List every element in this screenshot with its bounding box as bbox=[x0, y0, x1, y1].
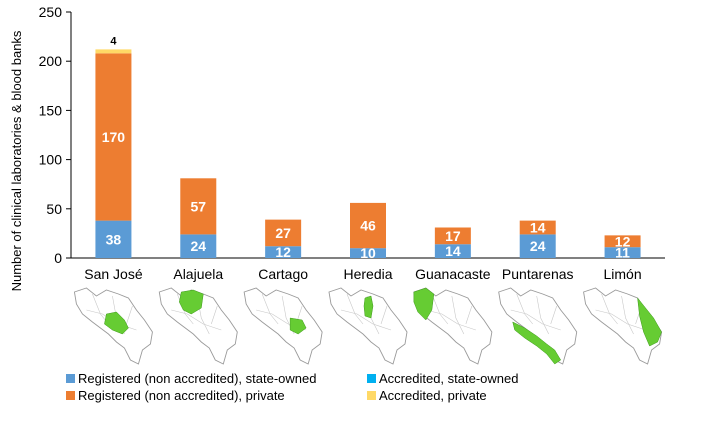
map-outline bbox=[243, 287, 323, 365]
data-label-limon-registered-non-accredited-private: 12 bbox=[615, 233, 631, 249]
data-label-guanacaste-registered-non-accredited-state-owned: 14 bbox=[445, 243, 461, 259]
legend-label-registered-non-accredited-private: Registered (non accredited), private bbox=[78, 388, 285, 403]
y-tick-label: 200 bbox=[39, 53, 63, 69]
province-map-guanacaste bbox=[413, 287, 493, 365]
map-highlight-heredia bbox=[363, 295, 374, 319]
x-tick-label-heredia: Heredia bbox=[343, 266, 392, 282]
legend-swatch-accredited-state-owned bbox=[367, 374, 376, 383]
data-label-puntarenas-registered-non-accredited-private: 14 bbox=[530, 219, 546, 235]
map-highlight-alajuela bbox=[179, 289, 204, 315]
bar-san-jose-registered-non-accredited-private bbox=[95, 53, 132, 221]
legend: Registered (non accredited), state-owned… bbox=[66, 371, 518, 403]
map-borders bbox=[510, 293, 561, 335]
y-tick-label: 250 bbox=[39, 4, 63, 20]
bar-san-jose-registered-non-accredited-state-owned bbox=[95, 220, 132, 258]
data-label-san-jose-registered-non-accredited-private: 170 bbox=[102, 129, 126, 145]
data-label-san-jose-accredited-private: 4 bbox=[110, 35, 117, 47]
x-tick-label-san-jose: San José bbox=[84, 266, 143, 282]
bar-guanacaste-registered-non-accredited-state-owned bbox=[434, 244, 471, 258]
legend-label-accredited-state-owned: Accredited, state-owned bbox=[379, 371, 518, 386]
legend-swatch-registered-non-accredited-private bbox=[66, 391, 75, 400]
map-highlight-puntarenas bbox=[512, 321, 562, 365]
bar-alajuela-registered-non-accredited-private bbox=[180, 178, 217, 235]
data-label-limon-registered-non-accredited-state-owned: 11 bbox=[615, 245, 630, 261]
map-borders bbox=[171, 293, 222, 335]
data-label-cartago-registered-non-accredited-private: 27 bbox=[275, 225, 291, 241]
bars bbox=[95, 49, 641, 258]
data-label-guanacaste-registered-non-accredited-private: 17 bbox=[445, 228, 461, 244]
province-map-limon bbox=[583, 287, 663, 365]
bar-heredia-registered-non-accredited-private bbox=[350, 202, 386, 249]
map-highlight-guanacaste bbox=[413, 287, 435, 321]
y-axis-title: Number of clinical laboratories & blood … bbox=[9, 30, 24, 291]
map-highlight-cartago bbox=[289, 317, 307, 335]
y-tick-label: 150 bbox=[39, 102, 63, 118]
bar-guanacaste-registered-non-accredited-private bbox=[434, 227, 471, 245]
map-borders bbox=[256, 293, 307, 335]
province-maps bbox=[73, 287, 663, 365]
axes: 0 50 100 150 200 250 Number of clinical labora… bbox=[9, 4, 665, 291]
data-label-alajuela-registered-non-accredited-state-owned: 24 bbox=[190, 238, 206, 254]
bar-limon-registered-non-accredited-state-owned bbox=[604, 247, 641, 258]
data-label-puntarenas-registered-non-accredited-state-owned: 24 bbox=[530, 238, 546, 254]
bar-san-jose-accredited-private bbox=[95, 49, 132, 54]
legend-swatch-accredited-private bbox=[367, 391, 376, 400]
x-tick-label-puntarenas: Puntarenas bbox=[502, 266, 574, 282]
map-outline bbox=[328, 287, 408, 365]
bar-cartago-registered-non-accredited-state-owned bbox=[265, 246, 302, 258]
data-label-alajuela-registered-non-accredited-private: 57 bbox=[190, 198, 206, 214]
y-tick-label: 0 bbox=[54, 250, 62, 266]
province-map-puntarenas bbox=[498, 287, 578, 365]
y-tick-label: 100 bbox=[39, 152, 63, 168]
data-label-heredia-registered-non-accredited-state-owned: 10 bbox=[360, 245, 376, 261]
province-map-heredia bbox=[328, 287, 408, 365]
bar-heredia-registered-non-accredited-state-owned bbox=[350, 248, 386, 258]
map-borders bbox=[425, 293, 476, 335]
province-map-san-jose bbox=[73, 287, 153, 365]
bar-puntarenas-registered-non-accredited-private bbox=[519, 220, 556, 235]
y-tick-label: 50 bbox=[46, 201, 62, 217]
map-highlight-limon bbox=[637, 297, 662, 347]
bar-limon-registered-non-accredited-private bbox=[604, 235, 641, 248]
legend-label-registered-non-accredited-state-owned: Registered (non accredited), state-owned bbox=[78, 371, 316, 386]
data-label-san-jose-registered-non-accredited-state-owned: 38 bbox=[106, 231, 122, 247]
legend-label-accredited-private: Accredited, private bbox=[379, 388, 487, 403]
data-label-cartago-registered-non-accredited-state-owned: 12 bbox=[275, 244, 291, 260]
map-borders bbox=[595, 293, 646, 335]
x-tick-label-guanacaste: Guanacaste bbox=[415, 266, 491, 282]
bar-puntarenas-registered-non-accredited-state-owned bbox=[519, 234, 556, 258]
map-outline bbox=[413, 287, 493, 365]
map-highlight-san-jose bbox=[104, 311, 129, 335]
data-label-heredia-registered-non-accredited-private: 46 bbox=[360, 218, 376, 234]
map-outline bbox=[498, 287, 578, 365]
province-map-alajuela bbox=[158, 287, 238, 365]
x-tick-label-cartago: Cartago bbox=[258, 266, 308, 282]
x-tick-label-limon: Limón bbox=[604, 266, 642, 282]
bar-alajuela-registered-non-accredited-state-owned bbox=[180, 234, 217, 258]
province-map-cartago bbox=[243, 287, 323, 365]
legend-swatch-registered-non-accredited-state-owned bbox=[66, 374, 75, 383]
x-tick-label-alajuela: Alajuela bbox=[173, 266, 223, 282]
bar-cartago-registered-non-accredited-private bbox=[265, 219, 302, 247]
